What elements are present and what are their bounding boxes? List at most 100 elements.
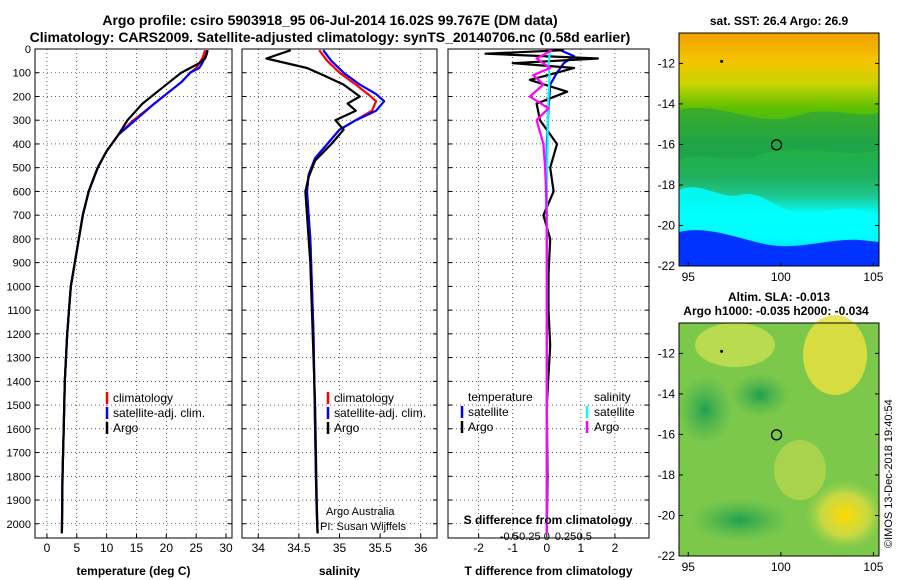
legend-label-t-satellite: satellite — [468, 405, 509, 419]
y-tick-label: 1000 — [7, 281, 31, 293]
s-tick-label: -0.25 — [516, 531, 541, 543]
lon-tick-label: 105 — [863, 560, 883, 574]
island-marker — [720, 59, 724, 63]
y-tick-label: 2000 — [7, 519, 31, 531]
x-tick-label: 30 — [219, 541, 233, 555]
legend-label-argo: Argo — [113, 421, 139, 435]
temperature-legend: climatology satellite-adj. clim. Argo — [105, 391, 205, 435]
y-tick-label: 600 — [13, 186, 31, 198]
sla-feature — [730, 373, 790, 417]
legend-label-s-argo: Argo — [594, 420, 620, 434]
lon-tick-label: 100 — [771, 270, 791, 284]
credit-line1: Argo Australia — [326, 506, 395, 518]
y-tick-label: 0 — [25, 44, 31, 56]
profile-location-marker — [770, 139, 783, 151]
x-tick-label: 0 — [44, 541, 51, 555]
plot-frame — [447, 48, 650, 539]
y-tick-label: 1500 — [7, 400, 31, 412]
s-tick-label: 0.5 — [577, 531, 592, 543]
y-tick-label: 100 — [13, 68, 31, 80]
lon-tick-label: 95 — [682, 270, 696, 284]
series-line-argo — [265, 49, 361, 534]
x-tick-label: -1 — [507, 541, 518, 555]
legend-title-temperature: temperature — [468, 390, 533, 404]
credit-line2: PI: Susan Wijffels — [320, 521, 406, 533]
x-axis-label: temperature (deg C) — [76, 564, 190, 578]
sla-feature — [774, 440, 826, 500]
y-tick-label: 1600 — [7, 424, 31, 436]
lat-tick-label: -18 — [658, 468, 676, 482]
y-tick-label: 900 — [13, 258, 31, 270]
plot-frame — [34, 48, 233, 539]
sst-map-ticks: -12 -14 -16 -18 -20 -22 95 100 105 — [658, 56, 884, 284]
s-tick-label: -0.5 — [500, 531, 519, 543]
sla-map-title-line2: Argo h1000: -0.035 h2000: -0.034 — [683, 304, 869, 318]
series-line-satellite-adj-clim- — [60, 49, 209, 534]
sla-feature — [677, 375, 733, 445]
lon-tick-label: 95 — [682, 560, 696, 574]
y-tick-label: 1200 — [7, 329, 31, 341]
lon-tick-label: 105 — [863, 270, 883, 284]
sla-map: Altim. SLA: -0.013 Argo h1000: -0.035 h2… — [658, 290, 885, 574]
x-tick-label: -2 — [473, 541, 484, 555]
lat-tick-label: -14 — [658, 97, 676, 111]
figure-title-line1: Argo profile: csiro 5903918_95 06-Jul-20… — [102, 12, 558, 28]
figure-title-line2: Climatology: CARS2009. Satellite-adjuste… — [29, 29, 631, 45]
y-tick-label: 200 — [13, 91, 31, 103]
x-tick-label: 0 — [543, 541, 550, 555]
legend-label-satellite: satellite-adj. clim. — [113, 406, 205, 420]
x-axis-label: T difference from climatology — [464, 564, 632, 578]
profile-location-marker — [770, 429, 783, 441]
x-tick-label: 35.5 — [368, 541, 392, 555]
x-tick-label: 34.5 — [287, 541, 311, 555]
y-tick-label: 400 — [13, 139, 31, 151]
series-line-t-satellite — [545, 49, 576, 534]
s-tick-label: 0 — [544, 531, 550, 543]
lat-tick-label: -12 — [658, 56, 676, 70]
lat-tick-label: -20 — [658, 218, 676, 232]
x-tick-label: 1 — [578, 541, 585, 555]
difference-legend: temperature satellite Argo salinity sate… — [460, 390, 635, 527]
legend-label-satellite: satellite-adj. clim. — [334, 406, 426, 420]
lon-tick-label: 100 — [771, 560, 791, 574]
sla-feature — [690, 498, 790, 542]
x-tick-label: 5 — [73, 541, 80, 555]
series-line-satellite-adj-clim- — [305, 49, 386, 534]
legend-label-argo: Argo — [334, 421, 360, 435]
s-difference-axis-label: S difference from climatology — [464, 513, 633, 527]
x-axis-label: salinity — [319, 564, 361, 578]
y-tick-label: 700 — [13, 210, 31, 222]
lat-tick-label: -20 — [658, 508, 676, 522]
sla-feature — [695, 323, 775, 367]
sla-map-frame — [678, 322, 880, 557]
x-tick-label: 25 — [190, 541, 204, 555]
legend-label-climatology: climatology — [334, 391, 394, 405]
x-tick-label: 2 — [612, 541, 619, 555]
island-marker — [720, 349, 724, 353]
legend-title-salinity: salinity — [594, 390, 631, 404]
lat-tick-label: -16 — [658, 427, 676, 441]
y-tick-label: 1800 — [7, 471, 31, 483]
y-tick-label: 1700 — [7, 448, 31, 460]
legend-label-t-argo: Argo — [468, 420, 494, 434]
y-tick-label: 1300 — [7, 353, 31, 365]
x-tick-label: 34 — [252, 541, 266, 555]
sla-map-title-line1: Altim. SLA: -0.013 — [728, 290, 830, 304]
x-tick-label: 10 — [100, 541, 114, 555]
y-tick-label: 1400 — [7, 376, 31, 388]
salinity-legend: climatology satellite-adj. clim. Argo Ar… — [320, 391, 426, 533]
lat-tick-label: -22 — [658, 549, 676, 563]
series-line-s-argo — [528, 49, 553, 534]
sst-mid-band — [679, 107, 879, 160]
difference-axes: -2 -1 0 1 2 -0.5-0.25 0 0.25 0.5 T difference fro… — [447, 48, 650, 578]
series-line-t-argo — [484, 49, 599, 534]
series-line-argo — [60, 50, 209, 534]
sla-feature — [805, 480, 885, 550]
y-tick-label: 1900 — [7, 495, 31, 507]
imos-timestamp: ©IMOS 13-Dec-2018 19:40:54 — [883, 399, 895, 548]
x-tick-label: 36 — [414, 541, 428, 555]
lat-tick-label: -18 — [658, 178, 676, 192]
legend-label-climatology: climatology — [113, 391, 173, 405]
lat-tick-label: -14 — [658, 387, 676, 401]
